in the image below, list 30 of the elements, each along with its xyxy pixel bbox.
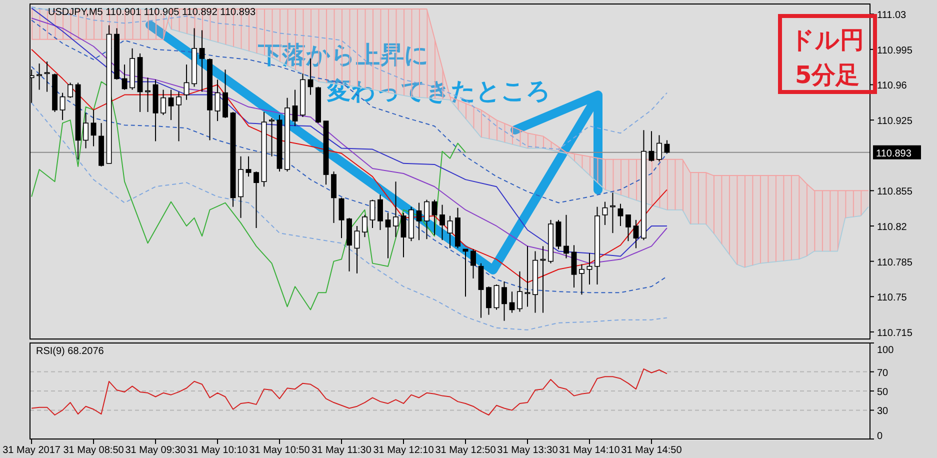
chart-title: USDJPY,M5 110.901 110.905 110.892 110.893 [48, 7, 256, 18]
x-tick-label: 31 May 11:30 [312, 445, 372, 456]
y-tick-label: 110.715 [877, 328, 913, 339]
x-tick-label: 31 May 12:50 [435, 445, 496, 456]
x-tick-label: 31 May 09:30 [125, 445, 186, 456]
x-tick-label: 31 May 13:30 [497, 445, 558, 456]
x-tick-label: 31 May 12:10 [373, 445, 434, 456]
y-tick-label: 110.855 [877, 186, 913, 198]
x-tick-label: 31 May 14:10 [559, 445, 620, 456]
y-tick-label: 70 [877, 368, 889, 379]
y-tick-label: 0 [877, 431, 883, 442]
y-tick-label: 110.75 [877, 292, 908, 304]
y-tick-label: 110.82 [877, 222, 908, 233]
chart-title: RSI(9) 68.2076 [36, 346, 104, 357]
y-tick-label: 110.96 [877, 80, 908, 92]
y-tick-label: 30 [877, 406, 889, 418]
annotation: ドル円 [790, 26, 864, 54]
y-tick-label: 111.03 [877, 10, 907, 22]
y-tick-label: 110.995 [877, 45, 913, 56]
y-tick-label: 110.785 [877, 257, 913, 268]
annotation: 5分足 [795, 61, 860, 89]
y-tick-label: 50 [877, 387, 889, 398]
ref-line-label: 110.893 [876, 148, 912, 160]
x-tick-label: 31 May 10:10 [187, 445, 248, 456]
y-tick-label: 100 [877, 345, 894, 356]
x-tick-label: 31 May 08:50 [63, 445, 124, 456]
x-tick-label: 31 May 2017 [2, 445, 61, 456]
x-tick-label: 31 May 14:50 [621, 445, 682, 456]
y-tick-label: 110.925 [877, 116, 913, 128]
x-tick-label: 31 May 10:50 [249, 445, 310, 456]
